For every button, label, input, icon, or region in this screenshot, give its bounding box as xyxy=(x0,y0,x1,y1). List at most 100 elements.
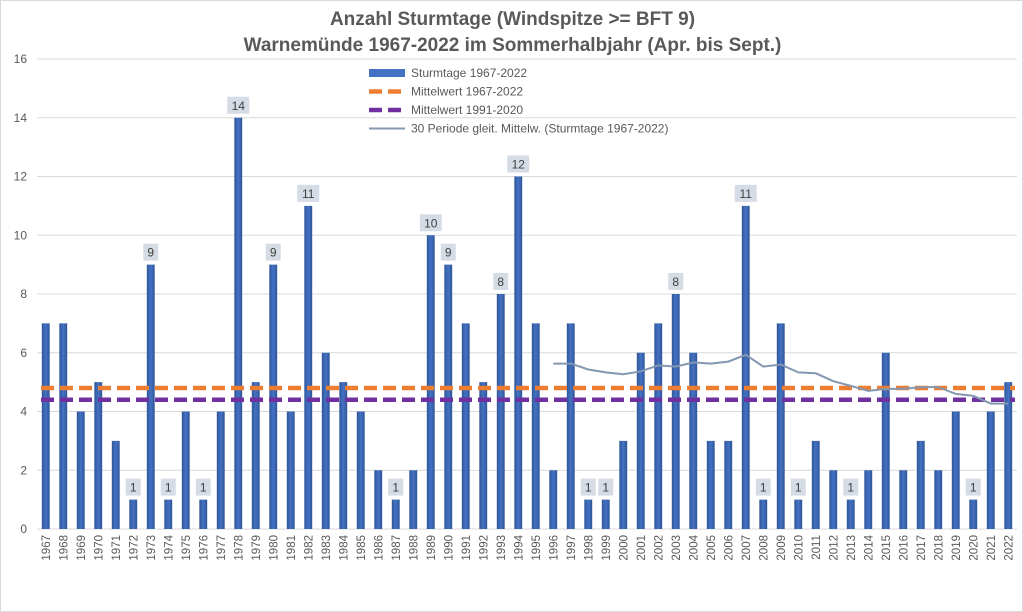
x-tick-label: 1976 xyxy=(198,535,210,561)
data-label: 1 xyxy=(130,481,137,495)
legend-swatch xyxy=(369,69,405,77)
x-tick-label: 1982 xyxy=(303,535,315,561)
bar xyxy=(391,499,400,529)
x-tick-label: 1984 xyxy=(338,534,350,560)
chart-subtitle: Warnemünde 1967-2022 im Sommerhalbjahr (… xyxy=(243,35,782,56)
bar xyxy=(479,382,488,529)
bar xyxy=(496,294,505,529)
data-label: 9 xyxy=(445,246,452,260)
data-label: 8 xyxy=(672,275,679,289)
bar xyxy=(374,470,383,529)
x-tick-label: 1999 xyxy=(601,535,613,561)
bar-series xyxy=(41,117,1013,529)
y-tick-label: 0 xyxy=(20,522,27,536)
bar xyxy=(986,411,995,529)
bar xyxy=(811,440,820,529)
data-label: 8 xyxy=(497,275,504,289)
bar xyxy=(794,499,803,529)
bar xyxy=(864,470,873,529)
x-tick-label: 2004 xyxy=(688,534,700,560)
x-tick-label: 2007 xyxy=(741,535,753,561)
x-tick-label: 1974 xyxy=(163,534,175,560)
x-tick-label: 2005 xyxy=(706,535,718,561)
data-label-box xyxy=(143,243,159,261)
x-tick-label: 1992 xyxy=(478,535,490,561)
data-label: 12 xyxy=(512,158,526,172)
y-tick-label: 10 xyxy=(14,228,28,242)
bar xyxy=(146,264,155,529)
x-tick-label: 2021 xyxy=(986,535,998,561)
bar xyxy=(969,499,978,529)
x-tick-label: 1981 xyxy=(286,535,298,561)
y-tick-label: 4 xyxy=(20,405,27,419)
x-tick-label: 2014 xyxy=(863,534,875,560)
x-tick-label: 1972 xyxy=(128,535,140,561)
x-tick-label: 2013 xyxy=(846,535,858,561)
x-tick-label: 2019 xyxy=(951,535,963,561)
bar xyxy=(251,382,260,529)
data-label-box xyxy=(507,155,530,173)
data-label: 1 xyxy=(200,481,207,495)
x-tick-label: 2001 xyxy=(636,535,648,561)
x-tick-label: 1987 xyxy=(391,535,403,561)
data-label-box xyxy=(227,96,250,114)
bar xyxy=(181,411,190,529)
x-tick-label: 2006 xyxy=(723,535,735,561)
data-label-box xyxy=(419,214,442,232)
x-tick-label: 2011 xyxy=(811,535,823,560)
data-label: 1 xyxy=(165,481,172,495)
data-label: 1 xyxy=(847,481,854,495)
data-label-box xyxy=(125,478,141,496)
x-tick-label: 2010 xyxy=(793,535,805,561)
bar xyxy=(881,352,890,529)
bar xyxy=(566,323,575,529)
x-axis-ticks: 1967 1968 1969 1970 1971 1972 1973 1974 1975 1976… xyxy=(41,534,1016,560)
y-tick-label: 16 xyxy=(14,52,28,66)
bar xyxy=(549,470,558,529)
x-tick-label: 1980 xyxy=(268,535,280,561)
bar xyxy=(724,440,733,529)
x-tick-label: 1985 xyxy=(356,535,368,561)
bar xyxy=(164,499,173,529)
bar xyxy=(129,499,138,529)
x-tick-label: 2017 xyxy=(916,535,928,561)
bar xyxy=(899,470,908,529)
bar xyxy=(776,323,785,529)
data-label-box xyxy=(388,478,404,496)
bar xyxy=(846,499,855,529)
moving-average-line xyxy=(553,353,1009,405)
x-tick-label: 2016 xyxy=(898,535,910,561)
x-tick-label: 1998 xyxy=(583,535,595,561)
x-tick-label: 1979 xyxy=(251,535,263,561)
data-label-box xyxy=(843,478,859,496)
x-tick-label: 1969 xyxy=(76,535,88,561)
bar xyxy=(59,323,68,529)
x-tick-label: 1973 xyxy=(146,535,158,561)
bar xyxy=(199,499,208,529)
data-label-box xyxy=(734,184,757,202)
x-tick-label: 1993 xyxy=(496,535,508,561)
data-label: 1 xyxy=(760,481,767,495)
y-tick-label: 2 xyxy=(20,463,27,477)
x-tick-label: 1970 xyxy=(93,535,105,561)
x-tick-label: 1978 xyxy=(233,535,245,561)
x-tick-label: 2018 xyxy=(933,535,945,561)
x-tick-label: 2012 xyxy=(828,535,840,561)
data-label: 10 xyxy=(424,216,438,230)
bar xyxy=(636,352,645,529)
x-tick-label: 2008 xyxy=(758,535,770,561)
data-label: 9 xyxy=(270,246,277,260)
data-label: 11 xyxy=(740,187,753,201)
bar xyxy=(426,235,435,529)
bar xyxy=(741,205,750,529)
data-label: 1 xyxy=(585,481,592,495)
data-label-box xyxy=(580,478,596,496)
data-label-box xyxy=(265,243,281,261)
mean-lines xyxy=(41,385,1015,402)
x-tick-label: 2015 xyxy=(881,535,893,561)
x-tick-label: 1968 xyxy=(58,535,70,561)
bar xyxy=(444,264,453,529)
y-tick-label: 14 xyxy=(14,111,28,125)
bar xyxy=(601,499,610,529)
